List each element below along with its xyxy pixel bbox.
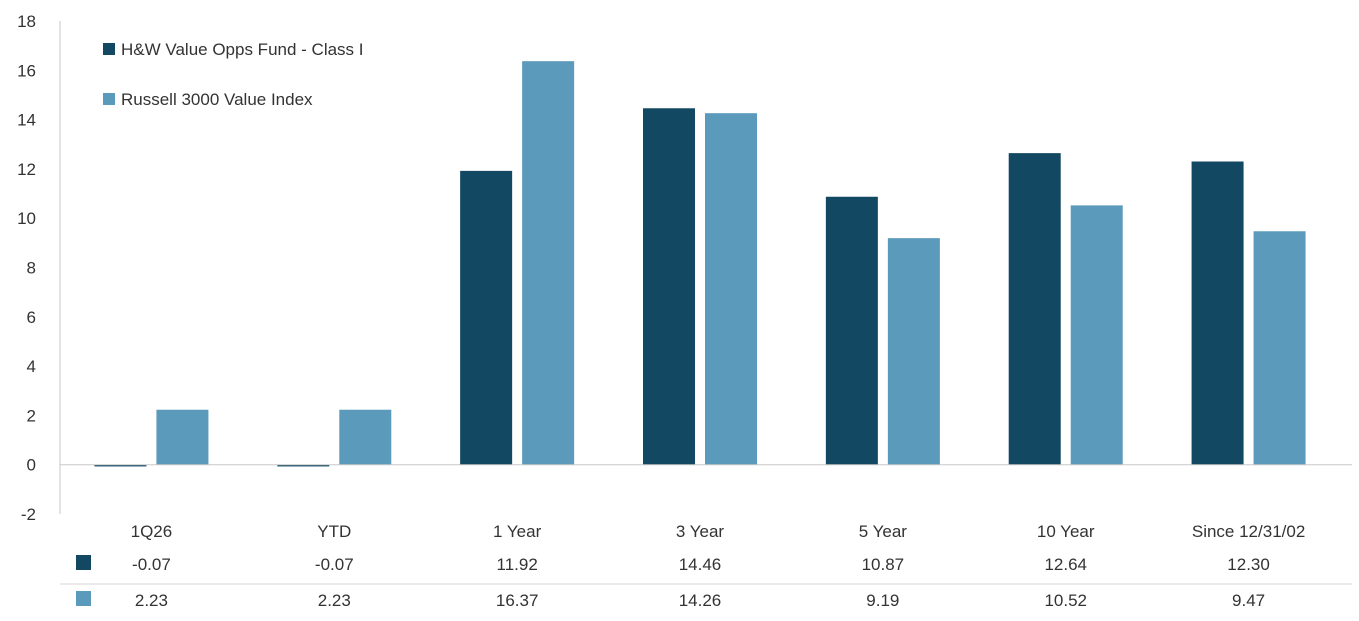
- x-category-label: Since 12/31/02: [1192, 522, 1305, 541]
- table-cell: 9.19: [866, 591, 899, 610]
- table-cell: 11.92: [497, 555, 538, 574]
- table-cell: 10.52: [1044, 591, 1087, 610]
- y-tick-label: 0: [27, 456, 36, 475]
- x-category-label: 10 Year: [1037, 522, 1095, 541]
- bar-fund: [460, 170, 513, 465]
- table-key-fund: [76, 555, 91, 570]
- bar-index: [887, 238, 940, 465]
- y-tick-label: 8: [27, 259, 36, 278]
- table-cell: 10.87: [862, 555, 905, 574]
- y-tick-label: 18: [17, 12, 36, 31]
- legend-label-index: Russell 3000 Value Index: [121, 90, 313, 109]
- table-cell: 14.46: [679, 555, 722, 574]
- table-cell: 9.47: [1232, 591, 1265, 610]
- y-tick-label: 4: [27, 357, 36, 376]
- bar-fund: [1191, 161, 1244, 465]
- bar-index: [156, 409, 209, 465]
- table-cell: 14.26: [679, 591, 722, 610]
- table-key-index: [76, 591, 91, 606]
- table-cell: 12.64: [1044, 555, 1087, 574]
- bar-index: [1070, 205, 1123, 465]
- table-cell: 2.23: [318, 591, 351, 610]
- table-cell: 12.30: [1227, 555, 1270, 574]
- x-category-label: 1 Year: [493, 522, 542, 541]
- legend-swatch-index: [103, 93, 115, 105]
- table-cell: -0.07: [132, 555, 171, 574]
- y-tick-label: 16: [17, 61, 36, 80]
- x-category-label: 5 Year: [859, 522, 908, 541]
- y-tick-label: 6: [27, 308, 36, 327]
- y-tick-label: 2: [27, 406, 36, 425]
- table-cell: 2.23: [135, 591, 168, 610]
- legend-swatch-fund: [103, 43, 115, 55]
- table-cell: -0.07: [315, 555, 354, 574]
- bar-fund: [277, 464, 330, 467]
- bar-fund: [643, 108, 695, 465]
- legend-label-fund: H&W Value Opps Fund - Class I: [121, 40, 364, 59]
- table-cell: 16.37: [496, 591, 539, 610]
- bar-index: [705, 113, 757, 465]
- bar-fund: [1008, 153, 1061, 465]
- x-category-label: 3 Year: [676, 522, 725, 541]
- y-tick-label: 12: [17, 160, 36, 179]
- y-tick-label: 10: [17, 209, 36, 228]
- bar-fund: [825, 196, 878, 465]
- x-category-label: 1Q26: [131, 522, 173, 541]
- bar-fund: [94, 464, 147, 467]
- x-category-label: YTD: [317, 522, 351, 541]
- bar-index: [339, 409, 392, 465]
- y-tick-label: 14: [17, 111, 36, 130]
- bar-index: [1253, 231, 1306, 465]
- bar-index: [522, 61, 575, 465]
- y-tick-label: -2: [21, 505, 36, 524]
